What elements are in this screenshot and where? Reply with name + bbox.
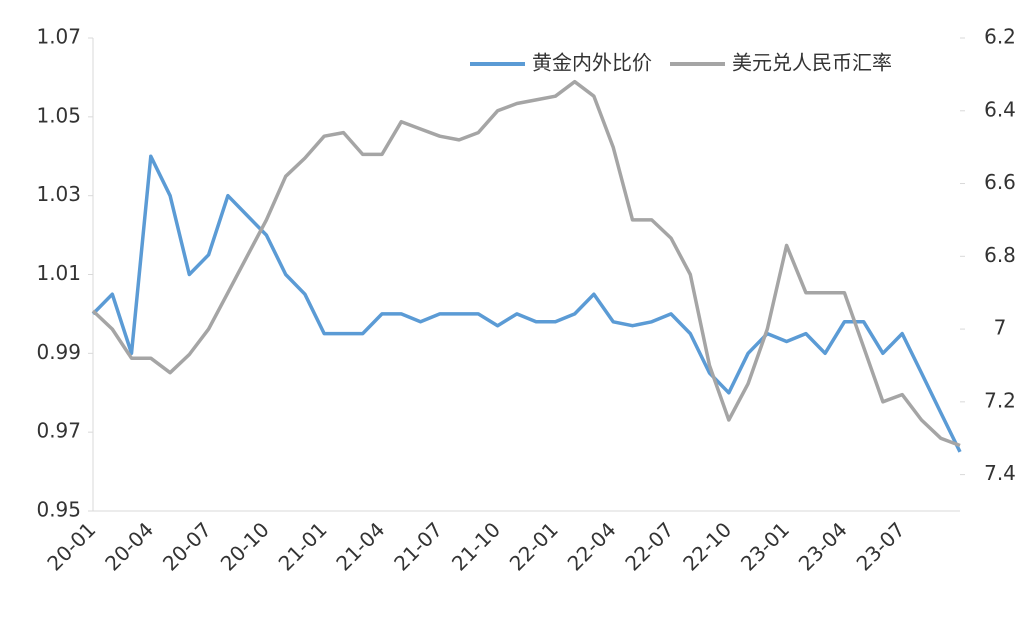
legend-label: 黄金内外比价: [532, 51, 652, 75]
x-tick-label: 20-10: [216, 517, 274, 575]
x-tick-label: 22-10: [678, 517, 736, 575]
y-tick-label: 1.07: [36, 25, 81, 49]
y-tick-label: 0.95: [36, 498, 81, 522]
x-tick-label: 21-04: [331, 517, 389, 575]
x-tick-label: 20-01: [42, 517, 100, 575]
y-tick-label: 1.03: [36, 182, 81, 206]
y-tick-label: 0.97: [36, 419, 81, 443]
y2-tick-label: 7.4: [984, 461, 1016, 485]
y2-tick-label: 7.2: [984, 388, 1016, 412]
y-tick-label: 1.05: [36, 103, 81, 127]
series-line: [91, 154, 962, 453]
x-tick-label: 22-07: [620, 517, 678, 575]
x-tick-label: 20-04: [100, 517, 158, 575]
x-tick-label: 21-10: [447, 517, 505, 575]
y-tick-label: 0.99: [36, 340, 81, 364]
y2-tick-label: 6.8: [984, 243, 1016, 267]
series-line: [91, 79, 961, 448]
x-tick-label: 22-04: [563, 517, 621, 575]
y2-tick-label: 6.2: [984, 25, 1016, 49]
legend-label: 美元兑人民币汇率: [732, 51, 892, 75]
x-tick-label: 21-01: [274, 517, 332, 575]
x-tick-label: 21-07: [389, 517, 447, 575]
x-tick-label: 20-07: [158, 517, 216, 575]
y-tick-label: 1.01: [36, 261, 81, 285]
y2-tick-label: 7: [994, 316, 1007, 340]
x-tick-label: 22-01: [505, 517, 563, 575]
y2-tick-label: 6.4: [984, 97, 1016, 121]
y2-tick-label: 6.6: [984, 170, 1016, 194]
x-tick-label: 23-01: [736, 517, 794, 575]
x-tick-label: 23-07: [852, 517, 910, 575]
x-tick-label: 23-04: [794, 517, 852, 575]
